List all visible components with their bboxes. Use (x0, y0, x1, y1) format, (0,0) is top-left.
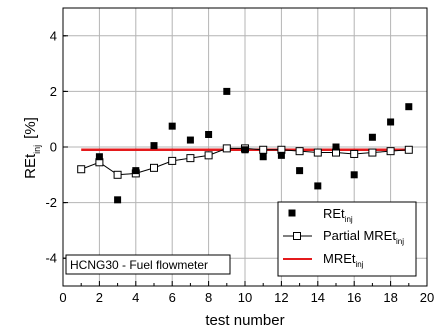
partial-mret-point (150, 163, 158, 172)
legend-label-mret-sub: inj (356, 260, 364, 269)
ticks: 0 2 4 6 8 10 12 14 16 18 20 -4 -2 0 2 4 (45, 28, 434, 305)
partial-mret-point (168, 156, 177, 165)
ret-point (296, 167, 304, 175)
legend: REtinj Partial MREtinj MREtinj (277, 201, 417, 277)
legend-label-ret-main: REt (323, 206, 345, 221)
ret-point (387, 118, 395, 126)
partial-mret-point (368, 148, 377, 157)
legend-label-partial-sub: inj (396, 237, 404, 246)
legend-label-mret-main: MREt (323, 251, 356, 266)
legend-label-ret-sub: inj (345, 215, 353, 224)
partial-mret-point (295, 147, 304, 156)
y-tick-label: 4 (50, 28, 57, 43)
partial-mret-point (404, 145, 413, 154)
ret-point (368, 133, 376, 141)
x-axis-label: test number (205, 312, 284, 329)
partial-mret-point (186, 154, 195, 163)
ret-point (223, 87, 231, 95)
ret-point (241, 146, 249, 154)
ret-point (168, 122, 176, 130)
legend-label-mret: MREtinj (323, 251, 364, 269)
ret-point (332, 143, 340, 151)
y-tick-label: 2 (50, 84, 57, 99)
y-tick-label: -4 (45, 251, 57, 266)
y-axis-label-unit: [%] (22, 117, 39, 139)
partial-mret-point (204, 151, 213, 160)
x-tick-label: 20 (420, 290, 434, 305)
partial-mret-point (259, 145, 268, 154)
partial-mret-point (313, 148, 322, 157)
annotation-text: HCNG30 - Fuel flowmeter (70, 258, 208, 272)
x-tick-label: 4 (132, 290, 139, 305)
partial-mret-point (350, 149, 359, 158)
ret-point (186, 136, 194, 144)
x-tick-label: 0 (59, 290, 66, 305)
legend-label-partial: Partial MREtinj (323, 228, 404, 246)
x-tick-label: 16 (347, 290, 361, 305)
partial-mret-point (222, 144, 231, 153)
partial-mret-point (77, 165, 86, 174)
x-tick-label: 18 (383, 290, 397, 305)
x-tick-label: 10 (238, 290, 252, 305)
ret-point (314, 182, 322, 190)
legend-label-partial-main: Partial MREt (323, 228, 396, 243)
y-tick-label: 0 (50, 140, 57, 155)
ret-point (95, 153, 103, 161)
ret-point (277, 151, 285, 159)
y-axis-label-sub: inj (32, 145, 42, 154)
x-tick-label: 8 (205, 290, 212, 305)
legend-label-ret: REtinj (323, 206, 353, 224)
x-tick-label: 12 (274, 290, 288, 305)
ret-point (405, 103, 413, 111)
ret-point (350, 171, 358, 179)
x-tick-label: 14 (311, 290, 325, 305)
y-axis-label: REtinj [%] (22, 117, 42, 179)
ret-point (259, 153, 267, 161)
x-tick-label: 2 (96, 290, 103, 305)
data-layer (77, 87, 413, 204)
partial-mret-point (386, 147, 395, 156)
y-tick-label: -2 (45, 195, 57, 210)
ret-point (132, 167, 140, 175)
partial-mret-point (113, 170, 122, 179)
ret-point (150, 142, 158, 150)
annotation-frame (65, 254, 231, 275)
y-axis-label-main: REt (22, 153, 39, 179)
annotation-box: HCNG30 - Fuel flowmeter (65, 254, 231, 275)
legend-symbol-ret (288, 209, 296, 217)
ret-point (205, 130, 213, 138)
legend-symbol-partial-marker (293, 232, 301, 240)
x-tick-label: 6 (169, 290, 176, 305)
ret-point (114, 196, 122, 204)
